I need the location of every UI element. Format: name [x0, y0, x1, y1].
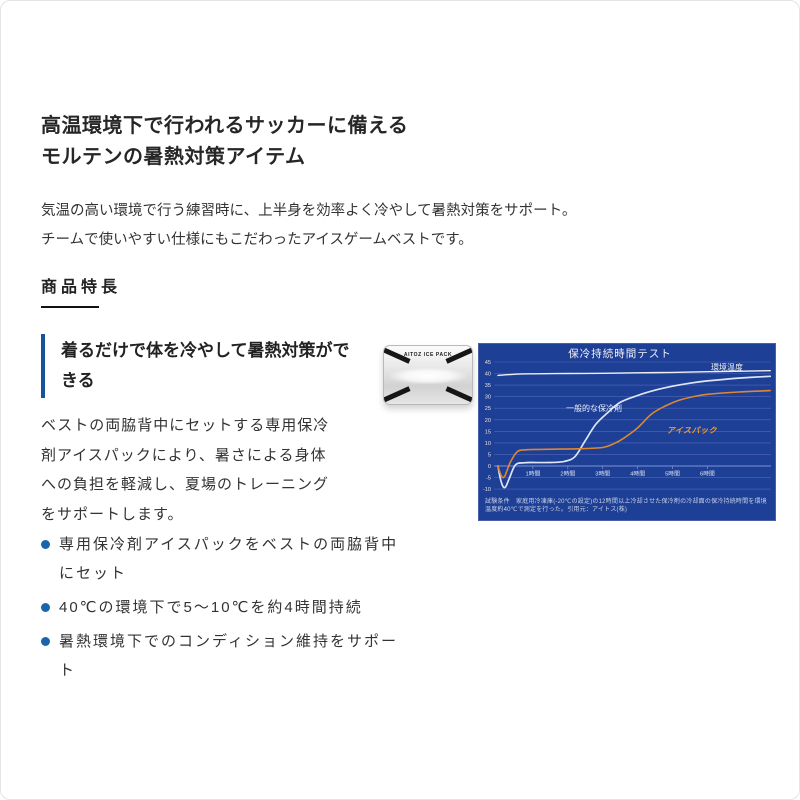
- section-underline: [41, 306, 99, 308]
- series-label-generic-coolant: 一般的な保冷剤: [566, 403, 622, 413]
- svg-text:20: 20: [485, 418, 491, 424]
- series-label-ambient: 環境温度: [711, 362, 743, 372]
- svg-text:5: 5: [488, 452, 491, 458]
- svg-text:4時間: 4時間: [630, 470, 645, 478]
- svg-text:30: 30: [485, 395, 491, 401]
- bullet-icon: [41, 603, 50, 612]
- pack-strap-icon: [445, 386, 472, 404]
- svg-text:25: 25: [485, 406, 491, 412]
- svg-text:35: 35: [485, 383, 491, 389]
- svg-text:-10: -10: [483, 487, 491, 493]
- cooling-test-chart: 保冷持続時間テスト 45 40 35 30 25 20 15 10 5 0 -5 -10 1時間 2時間 3…: [478, 343, 776, 521]
- svg-text:5時間: 5時間: [665, 470, 680, 478]
- series-label-ice-pack: アイスパック: [667, 426, 718, 435]
- bullet-icon: [41, 637, 50, 646]
- svg-text:1時間: 1時間: [525, 470, 540, 478]
- page-title: 高温環境下で行われるサッカーに備える モルテンの暑熱対策アイテム: [41, 115, 409, 168]
- feature-body-text: ベストの両脇背中にセットする専用保冷 剤アイスパックにより、暑さによる身体 への…: [41, 417, 330, 523]
- svg-text:2時間: 2時間: [560, 470, 575, 478]
- bullet-text: 専用保冷剤アイスパックをベストの両脇背中 にセット: [59, 536, 399, 582]
- section-heading: 商品特長: [41, 279, 122, 296]
- svg-text:3時間: 3時間: [595, 470, 610, 478]
- svg-text:-5: -5: [486, 476, 491, 482]
- list-item: 専用保冷剤アイスパックをベストの両脇背中 にセット: [41, 530, 471, 588]
- chart-plot-area: 45 40 35 30 25 20 15 10 5 0 -5 -10 1時間 2時間 3時間 4時間 5時間 6時…: [483, 360, 772, 493]
- svg-text:6時間: 6時間: [700, 470, 715, 478]
- chart-grid-and-lines: 45 40 35 30 25 20 15 10 5 0 -5 -10 1時間 2時間 3時間 4時間 5時間 6時…: [483, 360, 772, 493]
- feature-bullet-list: 専用保冷剤アイスパックをベストの両脇背中 にセット 40℃の環境下で5〜10℃を…: [41, 530, 471, 690]
- chart-test-conditions-note: 試験条件 家庭用冷凍庫(-20℃の設定)の12時間以上冷却させた保冷剤の冷却面の…: [485, 499, 767, 513]
- list-item: 暑熱環境下でのコンディション維持をサポー ト: [41, 627, 471, 685]
- svg-text:15: 15: [485, 429, 491, 435]
- svg-text:40: 40: [485, 372, 491, 378]
- bullet-text: 暑熱環境下でのコンディション維持をサポー ト: [59, 633, 398, 679]
- chart-title: 保冷持続時間テスト: [568, 348, 672, 360]
- intro-text: 気温の高い環境で行う練習時に、上半身を効率よく冷やして暑熱対策をサポート。 チー…: [41, 203, 577, 248]
- list-item: 40℃の環境下で5〜10℃を約4時間持続: [41, 593, 471, 622]
- svg-text:10: 10: [485, 441, 491, 447]
- pack-brand-label: AITOZ ICE PACK: [403, 352, 453, 358]
- svg-text:45: 45: [485, 360, 491, 366]
- bullet-text: 40℃の環境下で5〜10℃を約4時間持続: [59, 599, 363, 616]
- svg-text:0: 0: [488, 464, 491, 470]
- ice-pack-image: AITOZ ICE PACK: [383, 345, 473, 405]
- pack-strap-icon: [384, 386, 411, 404]
- feature-heading: 着るだけで体を冷やして暑熱対策がで きる: [41, 334, 361, 398]
- bullet-icon: [41, 540, 50, 549]
